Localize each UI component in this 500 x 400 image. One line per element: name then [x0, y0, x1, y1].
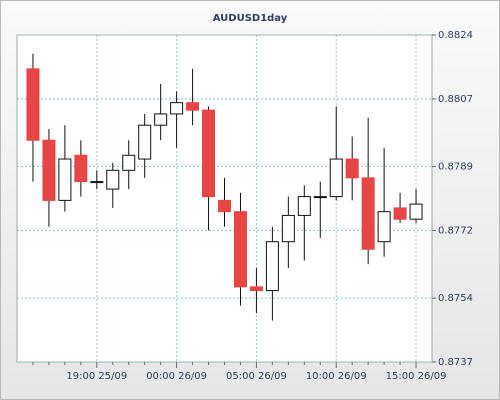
candle-body [297, 196, 311, 216]
x-tick-label: 05:00 26/09 [226, 371, 287, 382]
candle-body [345, 158, 359, 179]
x-tick-label: 15:00 26/09 [386, 371, 447, 382]
chart-title: AUDUSD1day [213, 13, 288, 24]
candle-body [361, 177, 375, 250]
candle-body [154, 113, 168, 126]
candle-body [42, 139, 56, 201]
candle-body [122, 154, 136, 171]
x-tick-label: 10:00 26/09 [306, 371, 367, 382]
x-tick-label: 00:00 26/09 [146, 371, 207, 382]
y-tick-label: 0.8737 [438, 357, 473, 368]
candle-body [233, 211, 247, 288]
candle-body [249, 286, 263, 292]
y-tick-label: 0.8789 [438, 162, 473, 173]
y-tick-label: 0.8754 [438, 293, 473, 304]
candle-body [170, 102, 184, 115]
candle-body [26, 68, 40, 141]
y-tick-label: 0.8807 [438, 94, 473, 105]
candle-body [58, 158, 72, 201]
candle-body [106, 169, 120, 190]
candle-body [409, 203, 423, 220]
candle-body [281, 214, 295, 243]
candle-body [218, 199, 231, 213]
candle-body [377, 211, 391, 243]
y-tick-label: 0.8772 [438, 225, 473, 236]
candle-body [74, 154, 88, 183]
candle-body [186, 102, 200, 111]
candle-body [202, 109, 216, 198]
candle-body [393, 207, 407, 220]
candle-body [265, 241, 279, 292]
x-tick-label: 19:00 25/09 [66, 371, 127, 382]
candle-body [138, 124, 152, 160]
candle-body [313, 196, 327, 199]
y-tick-label: 0.8824 [438, 30, 473, 41]
candle-body [329, 158, 343, 198]
candle-body [90, 181, 104, 184]
